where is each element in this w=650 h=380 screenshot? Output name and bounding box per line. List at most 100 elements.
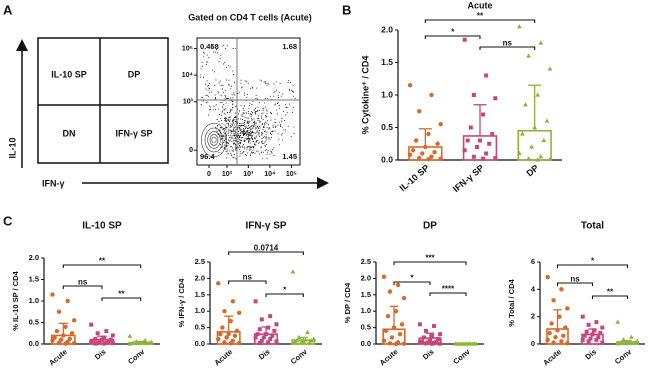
data-point xyxy=(254,299,258,303)
data-point xyxy=(386,314,390,318)
y-tick-label: 0.0 xyxy=(195,339,205,348)
significance-label: ns xyxy=(243,273,253,282)
data-point xyxy=(592,328,596,332)
x-tick-label: Conv xyxy=(289,347,310,366)
data-point xyxy=(89,323,93,327)
data-point xyxy=(529,144,534,148)
data-point xyxy=(104,329,108,333)
data-point xyxy=(615,320,620,324)
data-point xyxy=(424,329,428,333)
data-point xyxy=(472,155,476,159)
data-point xyxy=(600,341,604,345)
data-point xyxy=(89,340,93,344)
quadrant-frame xyxy=(38,38,168,163)
data-point xyxy=(426,157,430,161)
data-point xyxy=(63,341,67,345)
y-tick-label: 1.0 xyxy=(361,306,371,315)
data-point xyxy=(272,329,276,333)
data-point xyxy=(260,317,264,321)
data-point xyxy=(417,156,421,160)
data-point xyxy=(50,338,54,342)
data-point xyxy=(61,333,65,337)
quadrant-label: IFN-γ SP xyxy=(115,128,152,138)
data-point xyxy=(493,96,497,100)
data-point xyxy=(594,320,598,324)
data-point xyxy=(422,335,426,339)
significance-label: ** xyxy=(118,290,125,299)
data-point xyxy=(408,83,412,87)
data-point xyxy=(102,342,106,346)
significance-label: * xyxy=(591,257,595,266)
data-point xyxy=(438,332,442,336)
data-point xyxy=(414,138,418,142)
data-point xyxy=(548,66,553,70)
y-tick-label: 1.5 xyxy=(361,290,371,299)
data-point xyxy=(583,334,587,338)
significance-label: **** xyxy=(442,285,455,294)
x-tick-label: Acute xyxy=(541,347,563,367)
data-point xyxy=(551,340,555,344)
y-axis-label: % Total / CD4 xyxy=(507,278,516,326)
data-point xyxy=(517,24,522,28)
x-tick-label: Dis xyxy=(257,347,272,361)
chart-title: Acute xyxy=(467,0,492,10)
data-point xyxy=(426,132,430,136)
data-point xyxy=(274,322,278,326)
chart-title: Gated on CD4 T cells (Acute) xyxy=(188,12,312,22)
data-point xyxy=(390,335,394,339)
significance-label: * xyxy=(451,28,455,37)
x-tick-label: 10⁵ xyxy=(286,171,297,178)
data-point xyxy=(394,309,398,313)
y-tick-label: 1.5 xyxy=(381,57,393,67)
quadrant-value: 96.4 xyxy=(200,152,215,161)
x-tick-label: Acute xyxy=(47,347,69,367)
data-point xyxy=(396,283,400,287)
data-point xyxy=(63,325,67,329)
y-tick-label: 10³ xyxy=(183,99,194,106)
data-point xyxy=(469,126,473,130)
x-tick-label: Conv xyxy=(613,347,634,366)
data-point xyxy=(50,292,54,296)
y-tick-label: 2.0 xyxy=(195,273,205,282)
data-point xyxy=(127,334,132,338)
x-tick-label: Acute xyxy=(212,347,234,367)
data-point xyxy=(237,311,241,315)
data-point xyxy=(72,341,76,345)
data-point xyxy=(382,339,386,343)
data-point xyxy=(218,332,222,336)
data-point xyxy=(384,329,388,333)
y-tick-label: 0.0 xyxy=(361,339,371,348)
data-point xyxy=(435,142,439,146)
data-point xyxy=(388,289,392,293)
data-point xyxy=(254,335,258,339)
y-tick-label: 2.0 xyxy=(361,273,371,282)
data-point xyxy=(72,318,76,322)
data-point xyxy=(563,325,567,329)
data-point xyxy=(557,314,561,318)
data-point xyxy=(546,338,550,342)
data-point xyxy=(585,330,589,334)
data-point xyxy=(408,153,412,157)
data-point xyxy=(216,281,220,285)
y-tick-label: 0 xyxy=(531,339,535,348)
data-point xyxy=(417,109,421,113)
significance-label: * xyxy=(283,286,287,295)
y-tick-label: 4 xyxy=(531,284,536,293)
data-point xyxy=(420,151,424,155)
y-tick-label: 2 xyxy=(531,312,535,321)
data-point xyxy=(463,148,467,152)
data-point xyxy=(545,118,550,122)
data-point xyxy=(493,156,497,160)
significance-label: ns xyxy=(78,278,88,287)
y-axis-label: % IFN-γ / CD4 xyxy=(177,278,186,328)
x-tick-label: 10³ xyxy=(243,171,254,178)
data-point xyxy=(266,326,270,330)
data-point xyxy=(430,334,434,338)
data-point xyxy=(402,341,406,345)
significance-label: 0.0714 xyxy=(254,244,279,253)
data-point xyxy=(600,326,604,330)
data-point xyxy=(55,329,59,333)
data-point xyxy=(526,53,531,57)
y-tick-label: 2.0 xyxy=(29,253,39,262)
